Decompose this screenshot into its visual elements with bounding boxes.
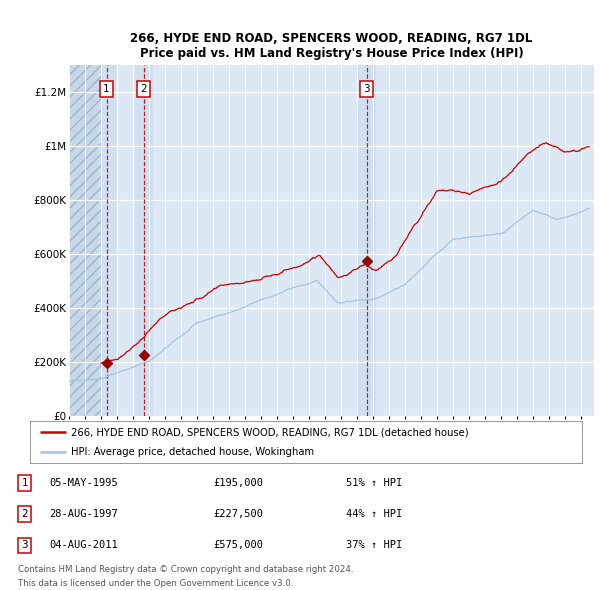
Bar: [69, 65, 101, 416]
Text: 04-AUG-2011: 04-AUG-2011: [49, 540, 118, 550]
Text: 37% ↑ HPI: 37% ↑ HPI: [346, 540, 403, 550]
Text: 51% ↑ HPI: 51% ↑ HPI: [346, 478, 403, 489]
Text: HPI: Average price, detached house, Wokingham: HPI: Average price, detached house, Woki…: [71, 447, 314, 457]
Text: 2: 2: [22, 509, 28, 519]
Text: £227,500: £227,500: [214, 509, 263, 519]
Bar: [358, 65, 376, 416]
Text: This data is licensed under the Open Government Licence v3.0.: This data is licensed under the Open Gov…: [18, 579, 293, 588]
Text: 44% ↑ HPI: 44% ↑ HPI: [346, 509, 403, 519]
Bar: [98, 65, 115, 416]
Text: 1: 1: [22, 478, 28, 489]
Text: 3: 3: [22, 540, 28, 550]
Bar: [69, 65, 101, 416]
Text: 05-MAY-1995: 05-MAY-1995: [49, 478, 118, 489]
Text: £195,000: £195,000: [214, 478, 263, 489]
Text: 1: 1: [103, 84, 110, 94]
Text: 28-AUG-1997: 28-AUG-1997: [49, 509, 118, 519]
Bar: [135, 65, 152, 416]
Text: 2: 2: [140, 84, 147, 94]
Title: 266, HYDE END ROAD, SPENCERS WOOD, READING, RG7 1DL
Price paid vs. HM Land Regis: 266, HYDE END ROAD, SPENCERS WOOD, READI…: [130, 32, 533, 60]
Text: 3: 3: [363, 84, 370, 94]
Text: Contains HM Land Registry data © Crown copyright and database right 2024.: Contains HM Land Registry data © Crown c…: [18, 565, 353, 574]
Text: 266, HYDE END ROAD, SPENCERS WOOD, READING, RG7 1DL (detached house): 266, HYDE END ROAD, SPENCERS WOOD, READI…: [71, 427, 469, 437]
Text: £575,000: £575,000: [214, 540, 263, 550]
